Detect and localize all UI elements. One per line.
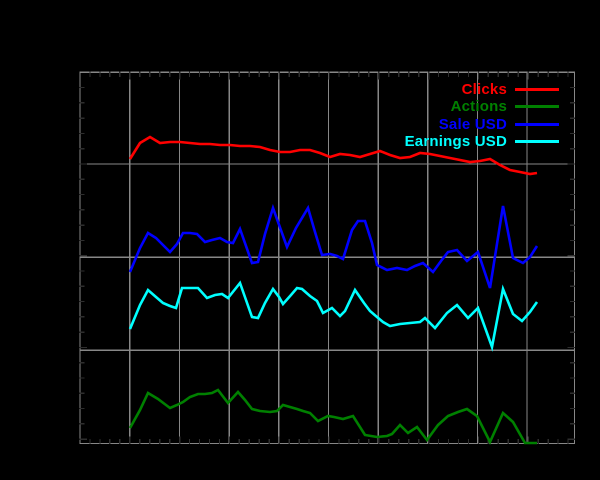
- legend: Clicks Actions Sale USD Earnings USD: [405, 81, 559, 151]
- series-line-clicks: [128, 135, 538, 176]
- legend-line-sample-actions: [515, 105, 559, 108]
- legend-entry-earnings-usd: Earnings USD: [404, 133, 559, 150]
- legend-label-earnings-usd: Earnings USD: [404, 133, 507, 150]
- legend-label-clicks: Clicks: [461, 80, 507, 98]
- legend-entry-clicks: Clicks: [405, 80, 559, 98]
- series-line-sale-usd: [128, 203, 539, 289]
- series-line-earnings-usd: [128, 280, 539, 352]
- legend-entry-sale-usd: Sale USD: [405, 115, 559, 133]
- legend-line-sample-sale-usd: [515, 122, 559, 126]
- plot-frame: [79, 71, 576, 445]
- legend-label-actions: Actions: [450, 98, 507, 115]
- legend-line-sample-clicks: [515, 87, 559, 91]
- legend-entry-actions: Actions: [405, 98, 559, 115]
- legend-label-sale-usd: Sale USD: [438, 115, 507, 133]
- legend-line-sample-earnings-usd: [515, 140, 559, 143]
- series-line-actions: [128, 388, 537, 446]
